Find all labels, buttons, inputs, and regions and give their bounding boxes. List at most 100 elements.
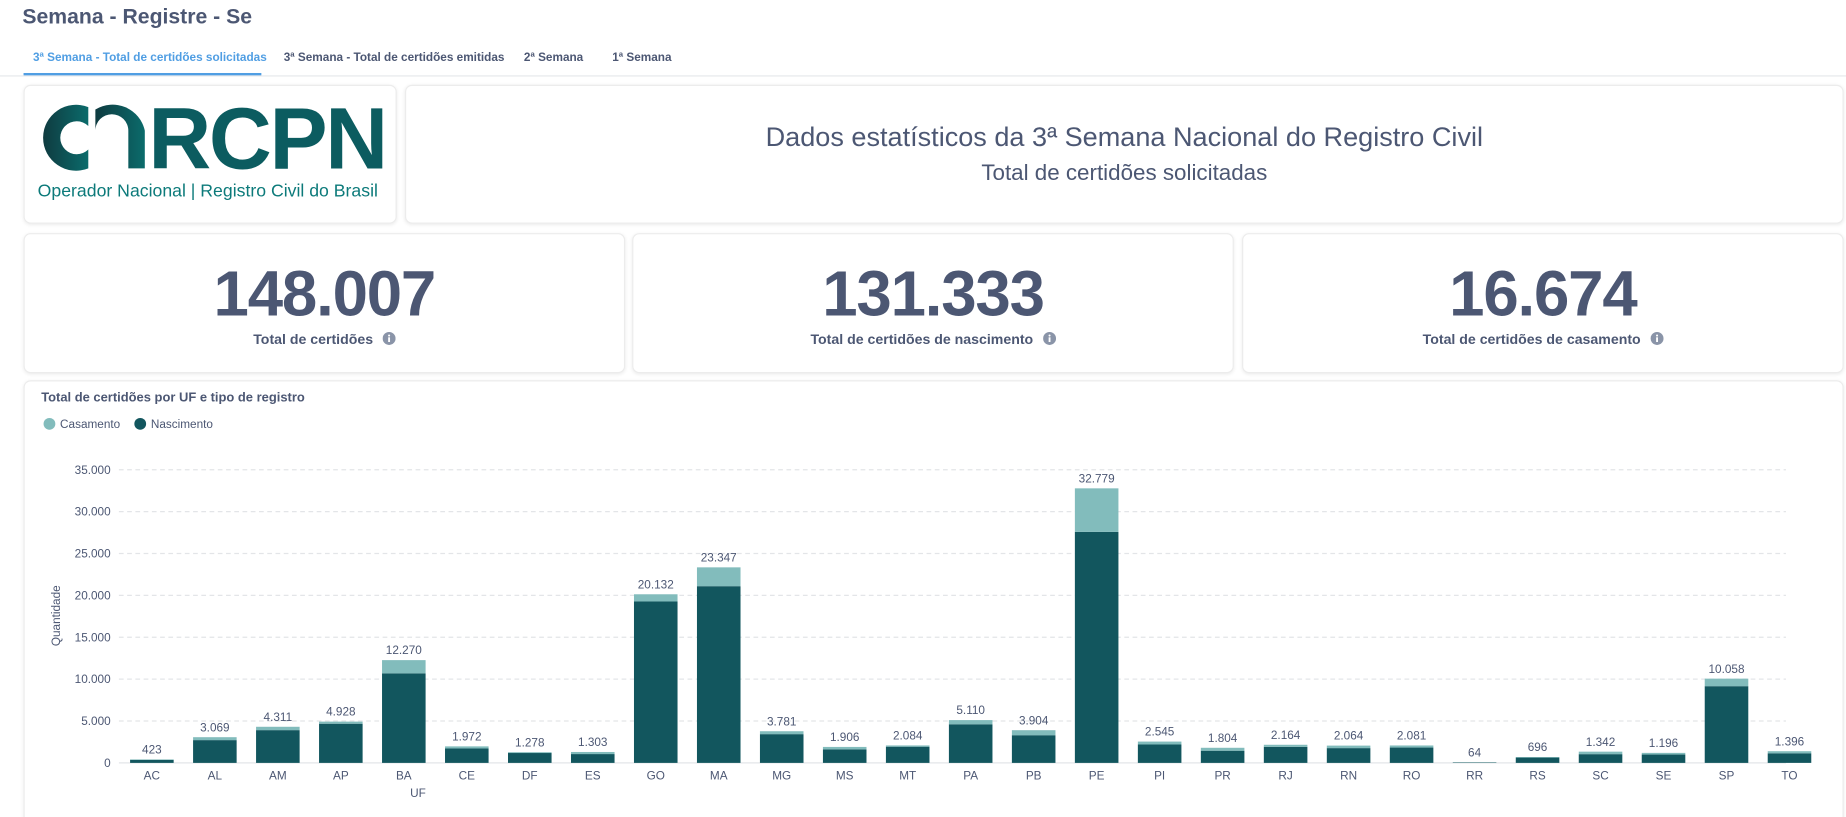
bar-segment [193,737,237,740]
x-tick-label: TO [1781,769,1797,782]
data-label: 23.347 [701,551,737,564]
tab[interactable]: 3ª Semana - Total de certidões emitidas [284,52,505,65]
bar-segment [697,586,741,763]
x-tick-label: PA [963,769,978,782]
bar-segment [1138,742,1182,745]
bar-segment [1327,746,1371,749]
x-tick-label: PR [1214,769,1230,782]
y-axis-title: Quantidade [50,585,63,646]
bar-segment [382,673,426,763]
legend-label: Nascimento [151,418,214,431]
bar-segment [571,752,615,754]
info-icon[interactable] [383,332,396,345]
kpi-value: 148.007 [25,258,624,331]
kpi-card: 148.007 Total de certidões [24,233,626,373]
data-label: 1.303 [578,736,608,749]
data-label: 4.928 [326,706,356,719]
x-tick-label: RS [1529,769,1545,782]
data-label: 423 [142,743,162,756]
data-label: 1.196 [1649,737,1679,750]
kpi-label-row: Total de certidões [25,331,624,347]
x-tick-label: MA [710,769,728,782]
banner-title: Dados estatísticos da 3ª Semana Nacional… [406,121,1842,153]
x-tick-label: MG [772,769,791,782]
x-tick-label: RN [1340,769,1357,782]
legend-label: Casamento [60,418,121,431]
bar-segment [1390,748,1434,763]
bar-segment [1012,730,1056,735]
bar-segment [1201,751,1245,763]
info-icon[interactable] [1043,332,1056,345]
x-tick-label: PE [1089,769,1105,782]
kpi-card: 16.674 Total de certidões de casamento [1242,233,1844,373]
y-tick-label: 30.000 [75,506,111,519]
logo-mark: RCPN [148,88,385,188]
x-axis-title: UF [410,787,426,800]
bar-segment [319,724,363,763]
bar-segment [445,746,489,748]
bar-segment [130,760,174,763]
info-icon[interactable] [1650,332,1663,345]
bar-segment [1264,747,1308,763]
x-tick-label: RR [1466,769,1483,782]
bar-segment [760,731,804,734]
bar-segment [1390,745,1434,747]
bar-segment [886,747,930,763]
x-tick-label: AL [208,769,223,782]
tab[interactable]: 1ª Semana [612,52,671,65]
x-tick-label: AM [269,769,287,782]
chart-card: Total de certidões por UF e tipo de regi… [24,380,1844,817]
x-tick-label: RO [1403,769,1421,782]
bar-segment [508,752,552,753]
y-tick-label: 15.000 [75,631,111,644]
data-label: 20.132 [638,578,674,591]
chart: Total de certidões por UF e tipo de regi… [25,381,1845,817]
tab[interactable]: 2ª Semana [524,52,583,65]
banner-subtitle: Total de certidões solicitadas [406,161,1842,187]
bar-segment [886,745,930,746]
bar-segment [1768,753,1812,763]
legend-swatch [44,418,56,430]
x-tick-label: GO [647,769,665,782]
data-label: 3.904 [1019,714,1049,727]
kpi-label-row: Total de certidões de casamento [1243,331,1842,347]
data-label: 696 [1528,741,1548,754]
data-label: 1.396 [1775,735,1805,748]
data-label: 12.270 [386,644,422,657]
data-label: 1.972 [452,730,481,743]
bar-segment [1642,755,1686,763]
data-label: 1.804 [1208,732,1238,745]
logo-card: RCPN Operador Nacional | Registro Civil … [24,85,397,224]
data-label: 2.545 [1145,726,1175,739]
x-tick-label: AC [144,769,161,782]
bar-segment [634,601,678,762]
data-label: 4.311 [264,711,293,724]
legend-swatch [134,418,146,430]
bar-segment [1327,748,1371,763]
bar-segment [508,753,552,763]
logo-caption: Operador Nacional | Registro Civil do Br… [38,181,378,201]
bar-segment [823,749,867,762]
y-tick-label: 35.000 [75,464,111,477]
x-tick-label: MS [836,769,854,782]
tab[interactable]: 3ª Semana - Total de certidões solicitad… [33,52,267,65]
data-label: 64 [1468,746,1482,759]
bar-segment [1516,758,1560,763]
bar-segment [256,730,300,763]
bar-segment [1579,752,1623,755]
x-tick-label: BA [396,769,412,782]
x-tick-label: PB [1026,769,1042,782]
bar-segment [1768,751,1812,753]
bar-segment [319,722,363,724]
banner-card: Dados estatísticos da 3ª Semana Nacional… [405,85,1844,224]
bar-segment [193,740,237,763]
kpi-value: 131.333 [633,258,1232,331]
x-tick-label: RJ [1278,769,1292,782]
tab-border [0,75,1846,76]
chart-title: Total de certidões por UF e tipo de regi… [41,389,305,404]
data-label: 2.081 [1397,730,1426,743]
y-tick-label: 5.000 [81,715,111,728]
bar-segment [1264,745,1308,747]
x-tick-label: SE [1656,769,1672,782]
